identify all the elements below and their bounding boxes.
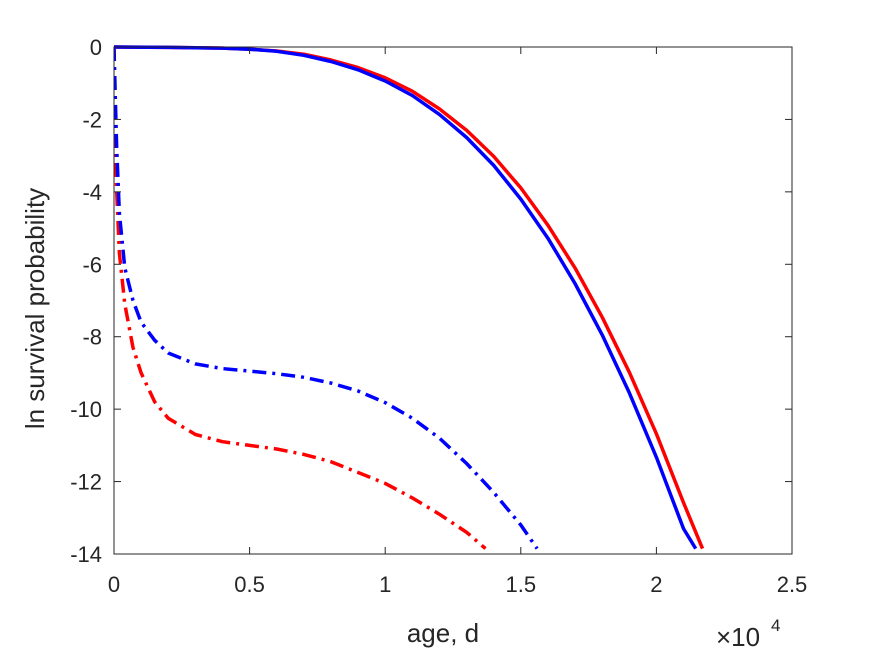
- plot-background: [114, 47, 792, 554]
- y-tick-label: 0: [90, 35, 102, 60]
- y-tick-label: -8: [82, 325, 102, 350]
- y-tick-label: -10: [70, 397, 102, 422]
- x-axis-label: age, d: [407, 618, 479, 648]
- x-tick-label: 0: [108, 572, 120, 597]
- series-line-2: [114, 45, 698, 550]
- y-tick-label: -12: [70, 470, 102, 495]
- plot-frame: [113, 46, 793, 555]
- ticks-layer: 0 0.5 1 1.5 2 2.5 0 -2 -4 -6 -8 -10 -12 -14: [70, 35, 807, 597]
- y-tick-label: -2: [82, 107, 102, 132]
- series-line-4: [114, 46, 539, 550]
- series-line-3: [114, 46, 487, 550]
- x-tick-label: 0.5: [234, 572, 265, 597]
- x-tick-label: 1.5: [506, 572, 537, 597]
- x-axis-multiplier: ×10: [716, 622, 760, 652]
- series-layer: [114, 45, 705, 550]
- x-tick-label: 2: [650, 572, 662, 597]
- y-tick-label: -14: [70, 542, 102, 567]
- x-tick-label: 2.5: [777, 572, 808, 597]
- x-axis-multiplier-power: 4: [771, 616, 780, 635]
- y-tick-label: -6: [82, 252, 102, 277]
- axes-frame: [113, 46, 793, 555]
- y-tick-label: -4: [82, 180, 102, 205]
- plot-area: [114, 47, 792, 554]
- x-tick-label: 1: [379, 572, 391, 597]
- y-axis-label: ln survival probability: [20, 188, 50, 429]
